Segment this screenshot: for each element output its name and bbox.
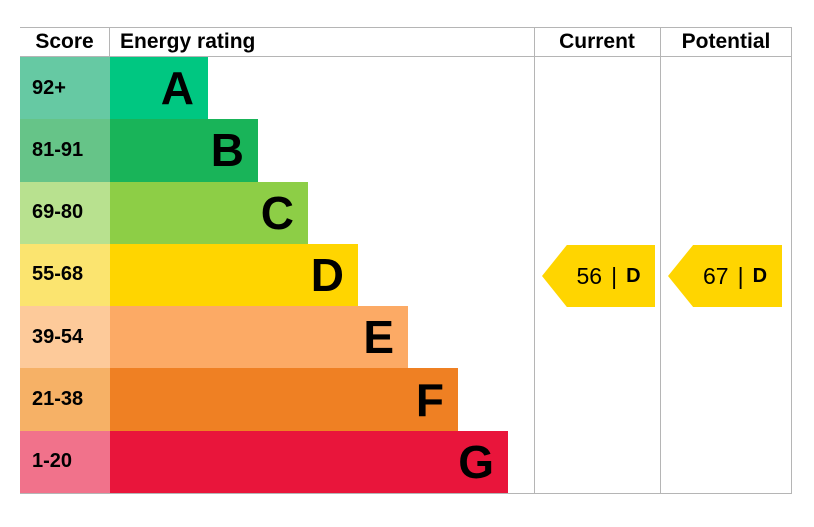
- current-score-value: 56: [576, 262, 603, 289]
- band-row-a: 92+ A: [20, 57, 792, 120]
- current-rating-arrow: 56 | D: [542, 245, 655, 307]
- band-bar: E: [110, 306, 408, 369]
- band-score-cell: 39-54: [20, 306, 110, 369]
- band-rows: 92+ A 81-91 B 69-80 C 55-68 D 39-54 E 21…: [20, 57, 792, 493]
- band-score-cell: 92+: [20, 57, 110, 120]
- potential-column-divider: [660, 27, 661, 493]
- band-score-cell: 69-80: [20, 181, 110, 244]
- current-column-divider: [534, 27, 535, 493]
- chart-header-row: Score Energy rating Current Potential: [20, 27, 792, 57]
- band-letter: E: [363, 311, 394, 364]
- current-column-header: Current: [559, 30, 635, 53]
- band-bar: F: [110, 368, 458, 431]
- energy-rating-column-header: Energy rating: [120, 30, 256, 53]
- band-row-e: 39-54 E: [20, 306, 792, 369]
- band-score-cell: 55-68: [20, 243, 110, 307]
- table-bottom-border: [20, 493, 792, 494]
- band-bar: D: [110, 243, 358, 307]
- potential-column-header: Potential: [681, 30, 771, 53]
- band-score-cell: 1-20: [20, 430, 110, 493]
- potential-score-value: 67: [702, 262, 729, 289]
- potential-rating-arrow: 67 | D: [668, 245, 782, 307]
- band-bar: C: [110, 181, 308, 244]
- band-row-f: 21-38 F: [20, 368, 792, 431]
- band-row-d: 55-68 D: [20, 243, 792, 307]
- band-letter: C: [260, 186, 294, 239]
- band-row-c: 69-80 C: [20, 181, 792, 244]
- band-bar: A: [110, 57, 208, 120]
- band-score-cell: 81-91: [20, 119, 110, 182]
- band-bar: G: [110, 430, 508, 493]
- band-letter: B: [210, 124, 244, 177]
- band-score-cell: 21-38: [20, 368, 110, 431]
- band-letter: G: [458, 435, 494, 488]
- band-letter: D: [310, 248, 344, 301]
- band-bar: B: [110, 119, 258, 182]
- potential-rating-letter: D: [752, 264, 768, 287]
- band-letter: A: [160, 62, 194, 115]
- band-letter: F: [415, 373, 444, 426]
- table-right-border: [791, 27, 792, 493]
- current-separator: |: [611, 262, 618, 289]
- band-row-b: 81-91 B: [20, 119, 792, 182]
- current-rating-letter: D: [626, 264, 641, 287]
- potential-separator: |: [737, 262, 744, 289]
- band-row-g: 1-20 G: [20, 430, 792, 493]
- score-column-header: Score: [20, 28, 110, 56]
